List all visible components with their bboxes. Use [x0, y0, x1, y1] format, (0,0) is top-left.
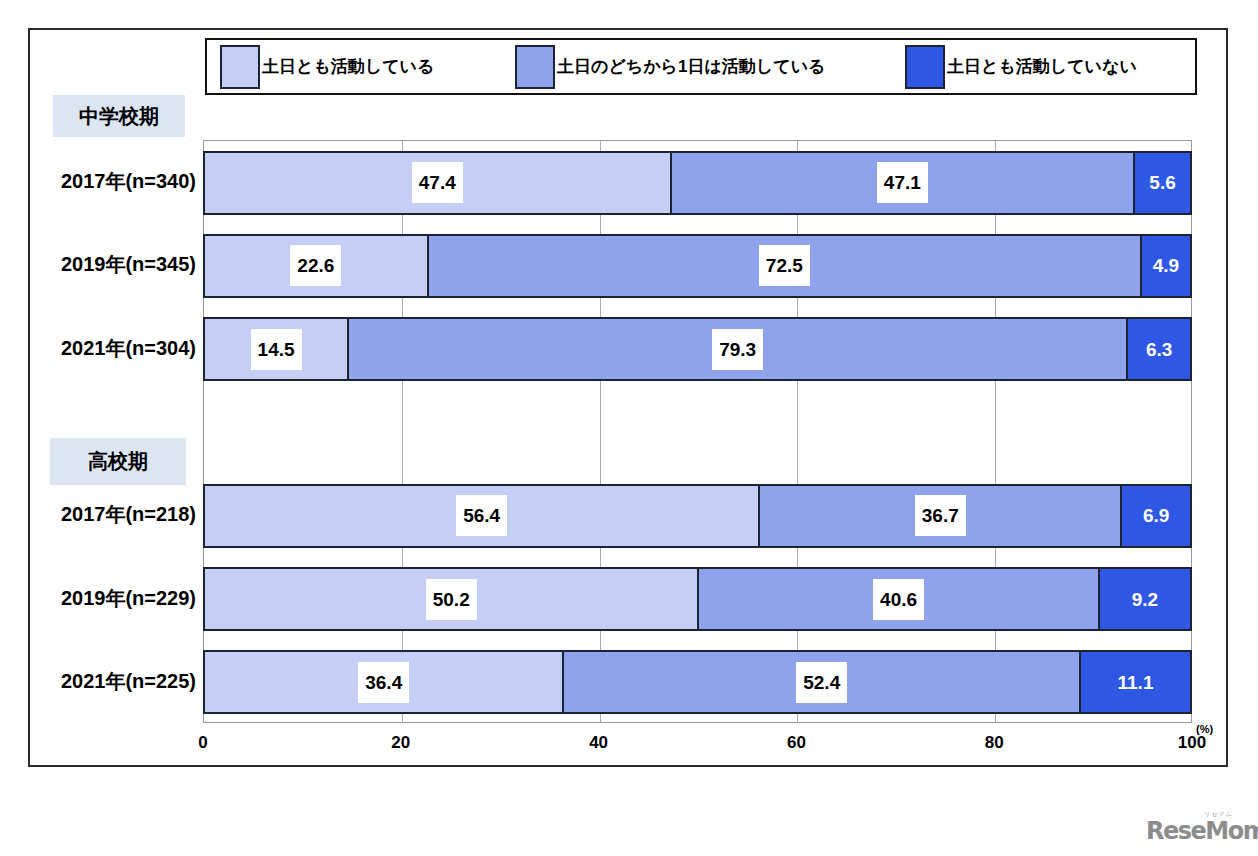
bar-segment: 36.7: [760, 486, 1122, 546]
value-label: 52.4: [796, 662, 847, 703]
axis-tick-label: 100: [1178, 733, 1206, 753]
axis-tick-label: 0: [198, 733, 207, 753]
bar-segment: 6.3: [1128, 319, 1190, 379]
bar-segment: 9.2: [1100, 569, 1190, 629]
section-label-high-school: 高校期: [50, 438, 186, 485]
row-label: 2017年(n=340): [16, 150, 196, 214]
bar-row: 14.5 79.3 6.3: [203, 317, 1192, 381]
bar-row: 56.4 36.7 6.9: [203, 484, 1192, 548]
bar-segment: 5.6: [1135, 153, 1190, 213]
legend-swatch-neither-day: [905, 45, 945, 89]
bar-row: 47.4 47.1 5.6: [203, 151, 1192, 215]
axis-tick-label: 20: [391, 733, 410, 753]
section-label-middle-school: 中学校期: [53, 95, 185, 137]
bar-segment: 79.3: [349, 319, 1128, 379]
value-label: 50.2: [426, 579, 477, 620]
gridline: [600, 141, 601, 722]
bar-segment: 6.9: [1122, 486, 1190, 546]
value-label: 11.1: [1118, 673, 1154, 692]
axis-unit-label: (%): [1196, 723, 1213, 735]
resemom-logo: リセマム ReseMom.: [1146, 810, 1252, 850]
legend-swatch-one-day: [515, 45, 555, 89]
legend: 土日とも活動している 土日のどちから1日は活動している 土日とも活動していない: [205, 38, 1197, 95]
value-label: 56.4: [456, 495, 507, 536]
value-label: 40.6: [873, 579, 924, 620]
bar-segment: 36.4: [205, 652, 564, 712]
value-label: 6.3: [1146, 340, 1172, 359]
legend-label: 土日のどちから1日は活動している: [557, 55, 825, 78]
bar-segment: 52.4: [564, 652, 1081, 712]
value-label: 22.6: [290, 245, 341, 286]
bar-segment: 40.6: [699, 569, 1099, 629]
row-label: 2017年(n=218): [16, 483, 196, 547]
legend-label: 土日とも活動している: [262, 55, 434, 78]
value-label: 4.9: [1153, 256, 1179, 275]
value-label: 6.9: [1143, 506, 1169, 525]
value-label: 14.5: [251, 329, 302, 370]
row-label: 2019年(n=345): [16, 233, 196, 297]
gridline: [995, 141, 996, 722]
bar-segment: 72.5: [429, 236, 1142, 296]
resemom-logo-text: ReseMom.: [1146, 817, 1258, 845]
legend-item-neither-day: 土日とも活動していない: [905, 40, 1137, 93]
bar-row: 22.6 72.5 4.9: [203, 234, 1192, 298]
row-label: 2019年(n=229): [16, 566, 196, 630]
bar-segment: 11.1: [1081, 652, 1190, 712]
value-label: 5.6: [1149, 173, 1175, 192]
gridline: [797, 141, 798, 722]
bar-segment: 22.6: [205, 236, 429, 296]
legend-item-one-day: 土日のどちから1日は活動している: [515, 40, 825, 93]
plot-area: 47.4 47.1 5.6 22.6 72.5 4.9 14.5 79.3 6.3 56.4 36.…: [203, 140, 1192, 723]
value-label: 79.3: [712, 329, 763, 370]
value-label: 36.4: [358, 662, 409, 703]
value-label: 36.7: [915, 495, 966, 536]
bar-segment: 56.4: [205, 486, 760, 546]
bar-segment: 4.9: [1142, 236, 1190, 296]
axis-tick-label: 60: [787, 733, 806, 753]
bar-segment: 50.2: [205, 569, 699, 629]
legend-item-both-days: 土日とも活動している: [220, 40, 434, 93]
bar-segment: 47.4: [205, 153, 672, 213]
row-label: 2021年(n=304): [16, 316, 196, 380]
bar-segment: 47.1: [672, 153, 1136, 213]
legend-label: 土日とも活動していない: [947, 55, 1137, 78]
value-label: 9.2: [1132, 590, 1158, 609]
gridline: [402, 141, 403, 722]
value-label: 72.5: [759, 245, 810, 286]
value-label: 47.1: [877, 162, 928, 203]
legend-swatch-both-days: [220, 45, 260, 89]
row-label: 2021年(n=225): [16, 649, 196, 713]
bar-segment: 14.5: [205, 319, 349, 379]
bar-row: 36.4 52.4 11.1: [203, 650, 1192, 714]
value-label: 47.4: [412, 162, 463, 203]
bar-row: 50.2 40.6 9.2: [203, 567, 1192, 631]
axis-tick-label: 40: [589, 733, 608, 753]
axis-tick-label: 80: [985, 733, 1004, 753]
